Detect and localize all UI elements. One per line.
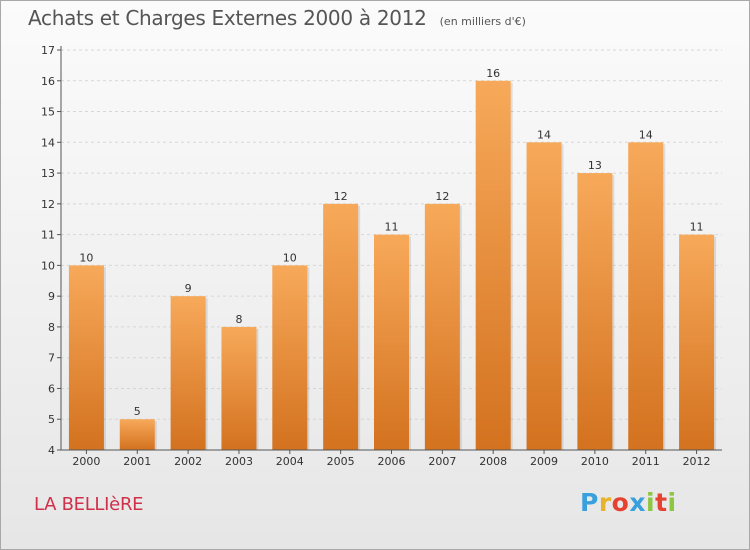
bar (679, 234, 715, 450)
bar (475, 80, 511, 451)
x-tick-label: 2006 (378, 455, 406, 468)
x-tick-label: 2010 (581, 455, 609, 468)
labels: 4 5 6 7 8 9 10 11 12 13 14 15 16 17 2000 10 2001 5 2002 9 20… (41, 44, 711, 468)
x-tick-label: 2004 (276, 455, 304, 468)
data-label: 16 (486, 67, 500, 80)
logo-letter: i (667, 488, 677, 517)
chart-subtitle: (en milliers d'€) (439, 15, 526, 28)
data-label: 11 (690, 221, 704, 234)
y-tick-label: 13 (41, 167, 55, 180)
chart-title: Achats et Charges Externes 2000 à 2012 (28, 6, 427, 30)
y-tick-label: 6 (48, 382, 55, 395)
commune-name: LA BELLIèRE (34, 494, 144, 515)
data-label: 11 (385, 221, 399, 234)
data-label: 10 (79, 251, 93, 264)
y-tick-label: 8 (48, 321, 55, 334)
x-tick-label: 2000 (72, 455, 100, 468)
y-tick-label: 5 (48, 413, 55, 426)
y-tick-label: 17 (41, 44, 55, 57)
bars (68, 80, 717, 451)
x-tick-label: 2011 (632, 455, 660, 468)
x-tick-label: 2012 (683, 455, 711, 468)
bar (68, 265, 104, 450)
bar (221, 326, 257, 450)
bar (323, 203, 359, 450)
data-label: 14 (537, 128, 551, 141)
bar (374, 234, 409, 450)
bar (424, 203, 460, 450)
x-tick-label: 2008 (479, 455, 507, 468)
logo-letter: x (629, 488, 646, 517)
proxiti-logo: Proxiti (580, 488, 677, 517)
x-tick-label: 2005 (327, 455, 355, 468)
y-tick-label: 14 (41, 136, 55, 149)
data-label: 12 (334, 190, 348, 203)
y-tick-label: 11 (41, 229, 55, 242)
bar (170, 296, 206, 450)
bar (628, 142, 664, 451)
bar (272, 265, 308, 450)
x-tick-label: 2007 (428, 455, 456, 468)
data-label: 12 (435, 190, 449, 203)
x-tick-label: 2009 (530, 455, 558, 468)
data-label: 5 (134, 405, 141, 418)
data-label: 14 (639, 128, 653, 141)
y-tick-label: 9 (48, 290, 55, 303)
x-tick-label: 2001 (123, 455, 151, 468)
bar (526, 142, 562, 451)
y-tick-label: 7 (48, 352, 55, 365)
y-tick-label: 10 (41, 259, 55, 272)
y-tick-label: 4 (48, 444, 55, 457)
data-label: 10 (283, 251, 297, 264)
bar (577, 173, 613, 451)
logo-letter: t (655, 488, 668, 517)
data-label: 8 (235, 313, 242, 326)
logo-letter: P (580, 488, 599, 517)
y-tick-label: 16 (41, 75, 55, 88)
x-tick-label: 2003 (225, 455, 253, 468)
y-tick-label: 15 (41, 106, 55, 119)
chart-title-row: Achats et Charges Externes 2000 à 2012 (… (28, 6, 526, 30)
axes (57, 46, 722, 454)
x-tick-label: 2002 (174, 455, 202, 468)
logo-letter: r (598, 488, 612, 517)
logo-letter: o (611, 488, 630, 517)
y-tick-label: 12 (41, 198, 55, 211)
data-label: 13 (588, 159, 602, 172)
bar (119, 419, 155, 450)
logo-letter: i (646, 488, 656, 517)
data-label: 9 (185, 282, 192, 295)
